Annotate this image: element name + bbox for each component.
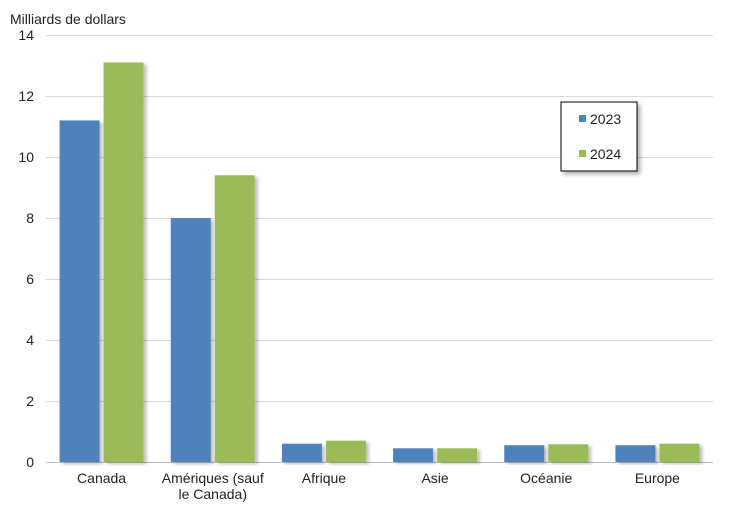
x-category-label: Canada bbox=[77, 470, 126, 486]
legend: 2023 2024 bbox=[560, 101, 638, 172]
y-tick-label: 10 bbox=[18, 149, 34, 165]
x-category-label: Amériques (sauf le Canada) bbox=[162, 470, 264, 502]
bar-2023 bbox=[393, 448, 434, 462]
y-axis-unit-label: Milliards de dollars bbox=[10, 11, 126, 27]
bar-2023 bbox=[504, 445, 545, 462]
legend-swatch bbox=[579, 150, 586, 157]
y-tick-label: 6 bbox=[26, 271, 34, 287]
x-category-label-line: Océanie bbox=[520, 470, 572, 486]
bar-2024 bbox=[103, 62, 144, 462]
x-category-label-line: Europe bbox=[635, 470, 680, 486]
bar-2023 bbox=[281, 443, 322, 462]
bar-2024 bbox=[325, 440, 366, 462]
bar-2023 bbox=[59, 120, 100, 463]
y-axis-ticks: 0 2 4 6 8 10 12 14 bbox=[18, 27, 34, 470]
y-tick-label: 14 bbox=[18, 27, 34, 43]
y-tick-label: 12 bbox=[18, 88, 34, 104]
bars bbox=[59, 62, 700, 463]
legend-box bbox=[560, 101, 638, 172]
x-category-label: Europe bbox=[635, 470, 680, 486]
y-tick-label: 4 bbox=[26, 332, 34, 348]
legend-swatch bbox=[579, 115, 586, 122]
x-category-label-line: Asie bbox=[421, 470, 448, 486]
y-tick-label: 8 bbox=[26, 210, 34, 226]
bar-2024 bbox=[214, 175, 255, 463]
x-category-label-line: Amériques (sauf bbox=[162, 470, 264, 486]
x-category-label: Océanie bbox=[520, 470, 572, 486]
x-category-label-line: le Canada) bbox=[179, 486, 248, 502]
bar-2024 bbox=[437, 448, 478, 462]
bar-2024 bbox=[659, 443, 700, 462]
bar-2024 bbox=[548, 444, 589, 462]
gridlines bbox=[46, 35, 713, 463]
bar-2023 bbox=[170, 218, 211, 462]
x-category-label: Asie bbox=[421, 470, 448, 486]
y-tick-label: 0 bbox=[26, 454, 34, 470]
x-category-label: Afrique bbox=[302, 470, 347, 486]
x-category-label-line: Canada bbox=[77, 470, 126, 486]
x-axis-labels: Canada Amériques (sauf le Canada) Afrique As… bbox=[77, 470, 680, 502]
y-tick-label: 2 bbox=[26, 393, 34, 409]
legend-label: 2023 bbox=[590, 111, 621, 127]
x-category-label-line: Afrique bbox=[302, 470, 347, 486]
bar-2023 bbox=[615, 445, 656, 462]
legend-label: 2024 bbox=[590, 146, 621, 162]
